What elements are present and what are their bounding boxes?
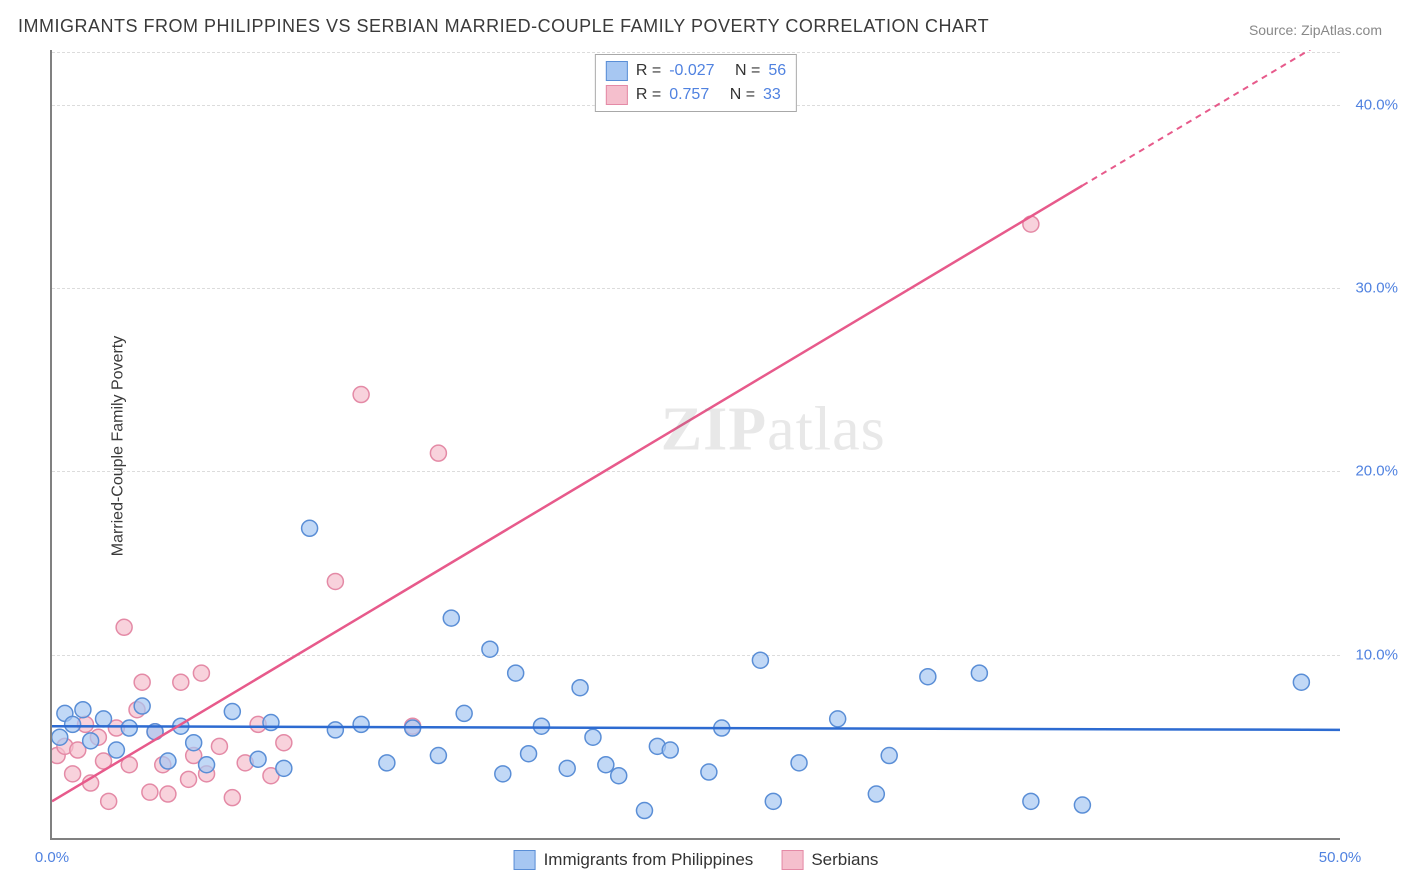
n-label: N =: [730, 83, 755, 107]
n-label: N =: [735, 59, 760, 83]
y-tick-label: 20.0%: [1355, 463, 1398, 480]
r-value-a: -0.027: [669, 59, 714, 83]
source-label: Source: ZipAtlas.com: [1249, 22, 1382, 38]
chart-svg: [52, 50, 1340, 838]
legend-series: Immigrants from Philippines Serbians: [514, 850, 879, 870]
r-label: R =: [636, 59, 661, 83]
plot-area: ZIPatlas R = -0.027 N = 56 R = 0.757 N =…: [50, 50, 1340, 840]
r-label: R =: [636, 83, 661, 107]
r-value-b: 0.757: [669, 83, 709, 107]
legend-label-b: Serbians: [811, 850, 878, 870]
swatch-a: [606, 61, 628, 81]
legend-stats-row-a: R = -0.027 N = 56: [606, 59, 786, 83]
swatch-b: [606, 85, 628, 105]
n-value-b: 33: [763, 83, 781, 107]
y-tick-label: 30.0%: [1355, 280, 1398, 297]
legend-stats-row-b: R = 0.757 N = 33: [606, 83, 786, 107]
y-tick-label: 40.0%: [1355, 96, 1398, 113]
legend-item-b: Serbians: [781, 850, 878, 870]
y-tick-label: 10.0%: [1355, 646, 1398, 663]
n-value-a: 56: [768, 59, 786, 83]
swatch-a-bottom: [514, 850, 536, 870]
x-tick-label: 50.0%: [1319, 849, 1362, 866]
legend-item-a: Immigrants from Philippines: [514, 850, 754, 870]
swatch-b-bottom: [781, 850, 803, 870]
legend-label-a: Immigrants from Philippines: [544, 850, 754, 870]
x-tick-label: 0.0%: [35, 849, 69, 866]
legend-stats: R = -0.027 N = 56 R = 0.757 N = 33: [595, 54, 797, 112]
chart-title: IMMIGRANTS FROM PHILIPPINES VS SERBIAN M…: [18, 16, 989, 37]
